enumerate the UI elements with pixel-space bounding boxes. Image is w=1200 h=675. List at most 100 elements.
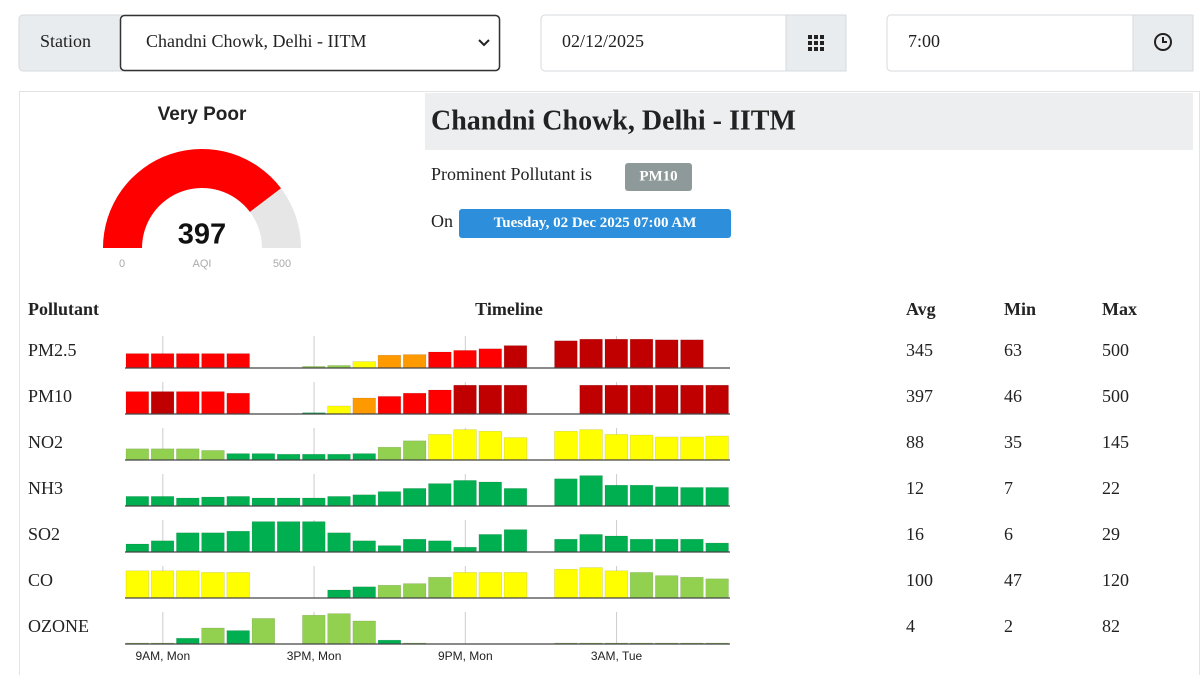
- timeline-bar: [327, 405, 351, 415]
- gauge-max: 500: [273, 258, 291, 270]
- prominent-badge: [625, 163, 692, 191]
- datetime-badge: [459, 209, 731, 238]
- timeline-bar: [125, 496, 150, 507]
- timeline-bar: [201, 572, 225, 599]
- timeline-bar: [705, 542, 729, 553]
- timeline-bar: [705, 578, 729, 599]
- timeline-bar: [201, 353, 225, 369]
- timeline-bar: [125, 391, 150, 415]
- pollutant-name: CO: [28, 570, 53, 590]
- timeline-bar: [503, 345, 528, 369]
- max-value: 145: [1102, 432, 1129, 452]
- timeline-bar: [352, 620, 376, 645]
- timeline-bar: [453, 350, 477, 369]
- timeline-bar: [377, 354, 402, 369]
- timeline-bar: [579, 567, 603, 599]
- timeline-bar: [276, 521, 301, 553]
- timeline-bar: [402, 538, 427, 553]
- timeline-bar: [201, 450, 225, 461]
- timeline-bar: [604, 484, 628, 507]
- station-value[interactable]: Chandni Chowk, Delhi - IITM: [146, 31, 366, 51]
- timeline-bar: [554, 538, 578, 553]
- timeline-bar: [302, 453, 326, 461]
- timeline-bar: [478, 481, 502, 507]
- pollutant-name: OZONE: [28, 616, 89, 636]
- timeline-bar: [503, 488, 528, 507]
- timeline-bar: [503, 572, 528, 599]
- timeline-bar: [125, 448, 150, 461]
- timeline-bar: [629, 538, 654, 553]
- timeline-bar: [604, 384, 628, 415]
- timeline-bar: [201, 496, 225, 507]
- timeline-bar: [402, 354, 427, 369]
- timeline-bar: [226, 572, 250, 599]
- prominent-pollutant: PM10: [639, 168, 677, 184]
- pollutant-name: SO2: [28, 524, 60, 544]
- max-value: 500: [1102, 340, 1129, 360]
- timeline-bar: [655, 384, 679, 415]
- max-value: 120: [1102, 570, 1129, 590]
- timeline-bar: [327, 496, 351, 507]
- timeline-bar: [251, 497, 276, 507]
- timeline-bar: [554, 340, 578, 369]
- timeline-bar: [150, 391, 175, 415]
- max-value: 82: [1102, 616, 1120, 636]
- on-text: On: [431, 211, 453, 231]
- timeline-bar: [150, 570, 175, 599]
- timeline-bar: [478, 572, 502, 599]
- timeline-bar: [150, 496, 175, 507]
- timeline-bar: [629, 434, 654, 461]
- timeline-bar: [428, 434, 452, 461]
- timeline-bar: [125, 543, 150, 553]
- avg-value: 4: [906, 616, 915, 636]
- timeline-bar: [705, 435, 729, 461]
- gauge-fill: [103, 149, 281, 248]
- timeline-bar: [604, 338, 628, 369]
- avg-value: 345: [906, 340, 933, 360]
- timeline-bar: [377, 491, 402, 507]
- timeline-bar: [579, 534, 603, 553]
- time-value[interactable]: 7:00: [908, 31, 940, 51]
- min-value: 2: [1004, 616, 1013, 636]
- timeline-bar: [428, 351, 452, 369]
- timeline-bar: [453, 546, 477, 553]
- pollutant-name: NO2: [28, 432, 63, 452]
- column-header: Pollutant: [28, 299, 99, 319]
- timeline-bar: [251, 521, 276, 553]
- timeline-bar: [276, 497, 301, 507]
- timeline-bar: [554, 568, 578, 599]
- timeline-bar: [327, 589, 351, 599]
- timeline-bar: [176, 532, 200, 553]
- timeline-bar: [377, 545, 402, 553]
- avg-value: 397: [906, 386, 933, 406]
- timeline-bar: [478, 384, 502, 415]
- timeline-bar: [453, 429, 477, 461]
- timeline-bar: [377, 396, 402, 415]
- timeline-bar: [125, 570, 150, 599]
- avg-value: 88: [906, 432, 924, 452]
- timeline-bar: [226, 392, 250, 415]
- station-select[interactable]: [119, 14, 501, 72]
- timeline-bar: [629, 572, 654, 599]
- timeline-bar: [680, 436, 704, 461]
- timeline-bar: [125, 353, 150, 369]
- timeline-bar: [579, 475, 603, 507]
- timeline-bar: [579, 338, 603, 369]
- timeline-bar: [655, 339, 679, 369]
- avg-value: 12: [906, 478, 924, 498]
- timeline-bar: [327, 453, 351, 461]
- min-value: 6: [1004, 524, 1013, 544]
- timeline-bar: [629, 384, 654, 415]
- timeline-bar: [176, 637, 200, 645]
- timeline-bar: [201, 391, 225, 415]
- timeline-bar: [176, 391, 200, 415]
- prominent-text: Prominent Pollutant is: [431, 164, 592, 184]
- timeline-bar: [226, 353, 250, 369]
- timeline-bar: [428, 576, 452, 599]
- column-header: Min: [1004, 299, 1036, 319]
- timeline-bar: [705, 487, 729, 507]
- timeline-bar: [579, 429, 603, 461]
- date-value[interactable]: 02/12/2025: [562, 31, 644, 51]
